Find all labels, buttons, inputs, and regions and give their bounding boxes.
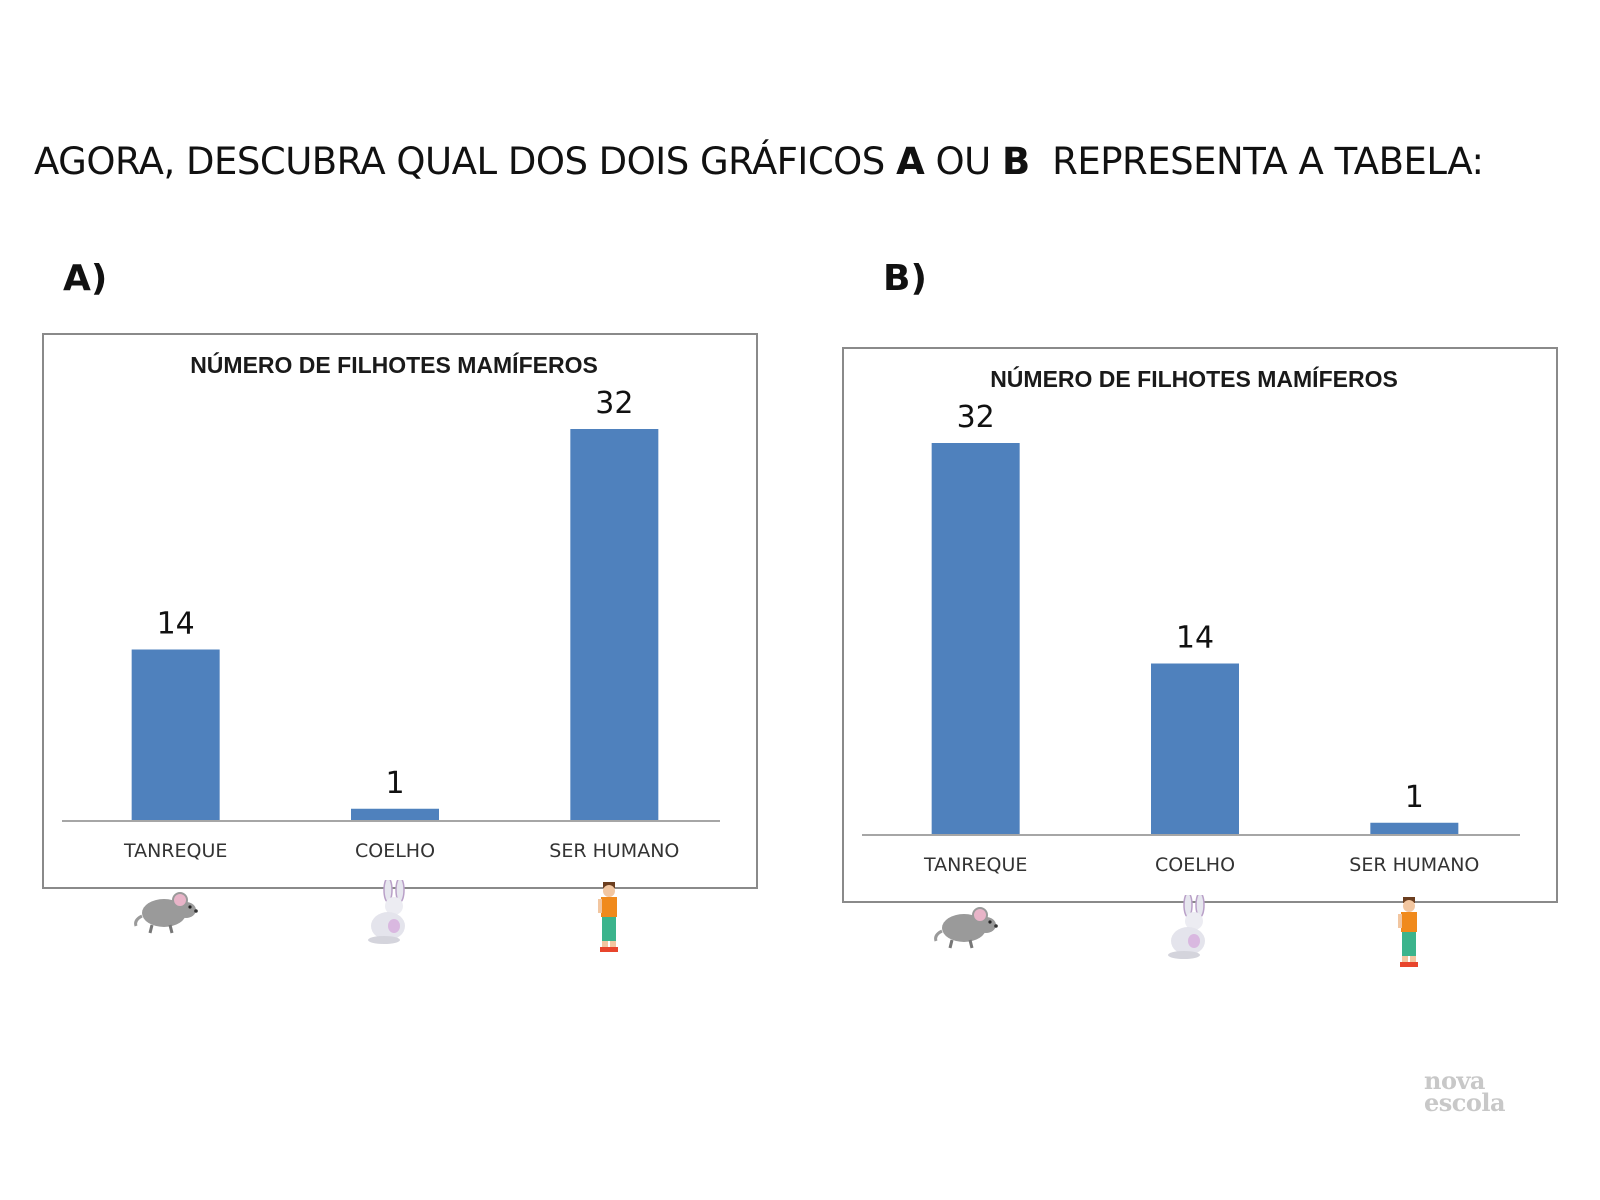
data-label: 32	[957, 400, 995, 435]
instruction-text-before: AGORA, DESCUBRA QUAL DOS DOIS GRÁFICOS	[34, 140, 897, 183]
panel-b-label: B)	[883, 258, 927, 299]
category-label: COELHO	[1155, 854, 1235, 876]
data-label: 14	[157, 607, 195, 642]
category-label: SER HUMANO	[549, 840, 679, 862]
option-b-label: B	[1001, 140, 1030, 183]
rabbit-icon	[350, 877, 440, 970]
logo-line2: escola	[1424, 1088, 1506, 1117]
data-label: 14	[1176, 621, 1214, 656]
bar	[931, 443, 1020, 835]
mouse-icon	[924, 895, 1014, 985]
boy-icon	[1390, 895, 1480, 985]
instruction-text-mid: OU	[924, 140, 1002, 183]
bar	[1370, 822, 1459, 835]
data-label: 1	[385, 766, 404, 801]
mouse-icon	[124, 880, 214, 970]
boy-icon	[590, 880, 680, 970]
chart-b-svg: NÚMERO DE FILHOTES MAMÍFEROS 32 TANREQUE 14…	[862, 365, 1520, 876]
category-label: TANREQUE	[923, 854, 1027, 876]
instruction-text: AGORA, DESCUBRA QUAL DOS DOIS GRÁFICOS A…	[34, 140, 1484, 183]
rabbit-icon	[1150, 892, 1240, 985]
panel-a-label: A)	[63, 258, 108, 299]
category-label: COELHO	[355, 840, 435, 862]
chart-a: NÚMERO DE FILHOTES MAMÍFEROS 14 TANREQUE 1 C…	[42, 333, 758, 889]
data-label: 32	[595, 386, 633, 421]
bar	[1151, 663, 1239, 835]
chart-title: NÚMERO DE FILHOTES MAMÍFEROS	[990, 365, 1398, 392]
chart-title: NÚMERO DE FILHOTES MAMÍFEROS	[190, 351, 598, 378]
nova-escola-logo: nova escola	[1424, 1066, 1506, 1117]
chart-b: NÚMERO DE FILHOTES MAMÍFEROS 32 TANREQUE 14…	[842, 347, 1558, 903]
category-label: SER HUMANO	[1349, 854, 1479, 876]
logo-line1: nova	[1424, 1066, 1485, 1095]
bar	[351, 808, 439, 821]
instruction-text-after: REPRESENTA A TABELA:	[1029, 140, 1484, 183]
option-a-label: A	[896, 140, 925, 183]
bar	[131, 649, 220, 821]
category-label: TANREQUE	[123, 840, 227, 862]
data-label: 1	[1405, 780, 1424, 815]
bar	[570, 429, 659, 821]
chart-a-svg: NÚMERO DE FILHOTES MAMÍFEROS 14 TANREQUE 1 C…	[62, 351, 720, 862]
